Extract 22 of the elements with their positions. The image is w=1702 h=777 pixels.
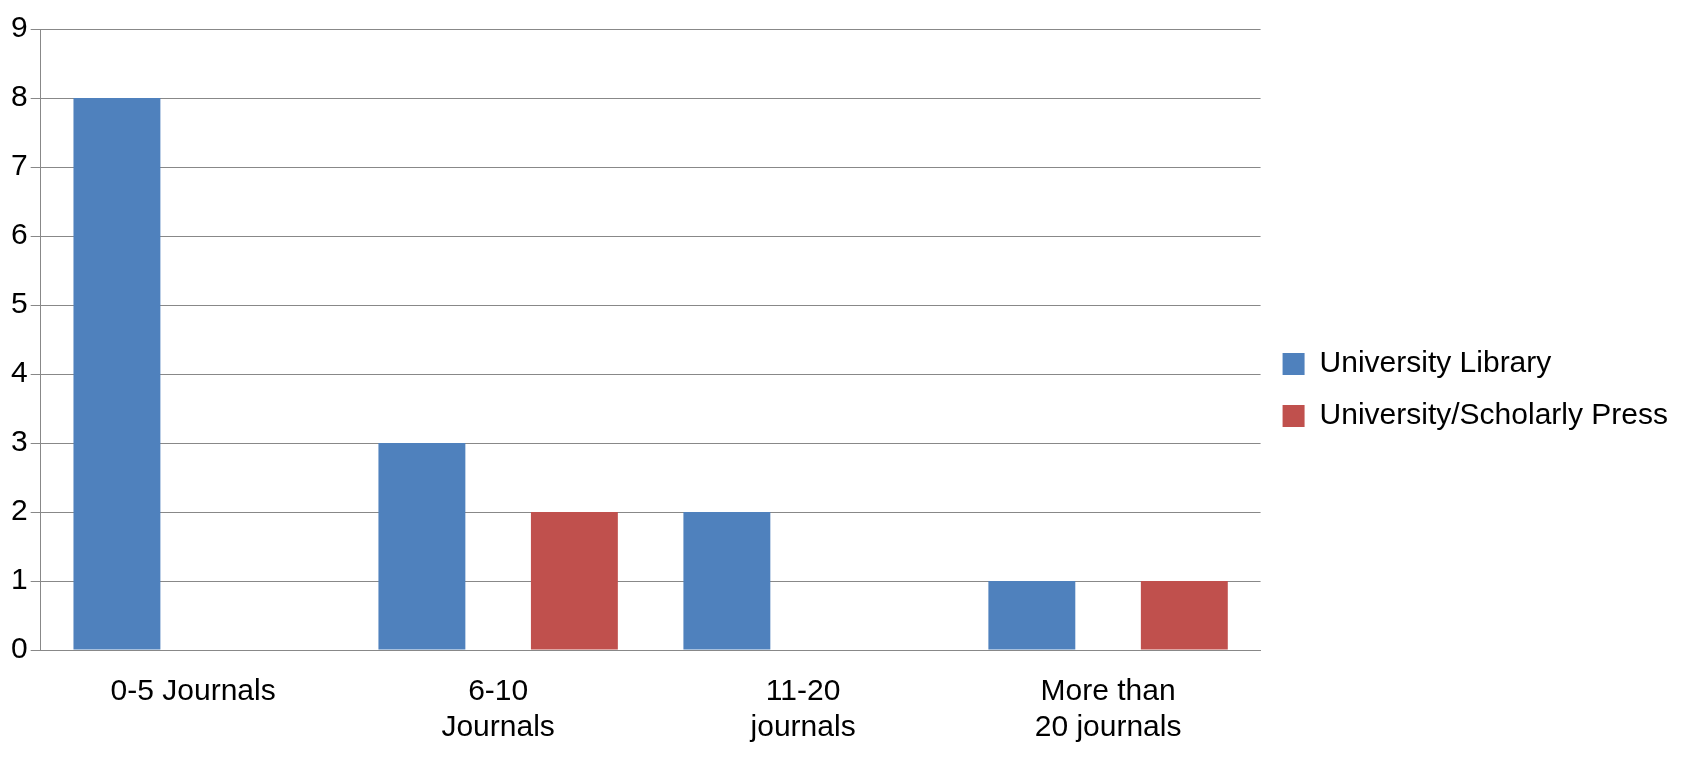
legend-label: University Library [1319,345,1552,379]
x-tick-label: More than 20 journals [1034,673,1182,743]
y-tick-label: 2 [11,493,28,527]
y-tick-label: 8 [11,79,28,113]
legend-label: University/Scholarly Press [1319,397,1669,431]
x-tick-label: 6-10 Journals [441,673,555,743]
x-tick-label: 0-5 Journals [110,673,276,707]
y-tick-label: 1 [11,562,28,596]
y-tick-label: 0 [11,631,28,665]
bar [1140,581,1228,650]
y-tick-label: 6 [11,217,28,251]
y-tick-label: 5 [11,286,28,320]
y-tick-label: 9 [11,10,28,44]
bar [530,512,618,650]
bar [73,98,161,650]
y-tick-label: 3 [11,424,28,458]
y-tick-label: 7 [11,148,28,182]
bar [988,581,1076,650]
bar [378,443,466,650]
x-tick-label: 11-20 journals [749,673,856,743]
y-tick-label: 4 [11,355,28,389]
bar [683,512,771,650]
